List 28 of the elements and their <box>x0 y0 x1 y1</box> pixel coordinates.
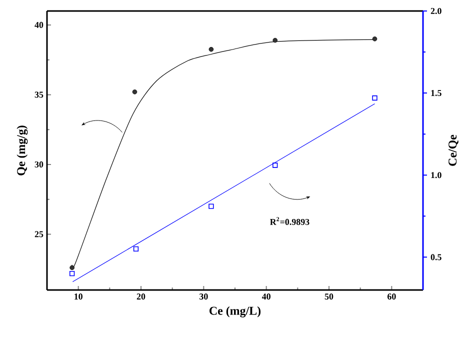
x-tick-label: 50 <box>324 294 334 300</box>
point <box>69 270 75 276</box>
x-tick-label: 60 <box>388 294 396 300</box>
point <box>372 36 378 42</box>
point <box>133 246 139 252</box>
y-tick-label: 35 <box>34 92 44 98</box>
y-axis-title: Qe (mg/g) <box>16 126 28 176</box>
y2-tick-label: 1.0 <box>431 172 442 178</box>
y-tick-label: 40 <box>34 22 44 28</box>
y2-axis-title: Ce/Qe <box>448 134 458 166</box>
point <box>132 90 138 94</box>
y2-tick-label: 2.0 <box>430 8 442 14</box>
point <box>70 265 74 270</box>
x-tick-label: 10 <box>74 294 82 300</box>
x-tick-label: 40 <box>262 294 270 300</box>
annotation: R$^{2}$=0.9893 <box>270 217 310 226</box>
y2-tick-label: 1.5 <box>431 90 442 96</box>
y2-tick-label: 0.5 <box>430 254 442 260</box>
x-axis-title: Ce (mg/L) <box>210 306 261 318</box>
x-tick-label: 30 <box>200 294 208 300</box>
point <box>272 162 278 168</box>
point <box>272 38 278 43</box>
point <box>208 204 214 209</box>
point <box>372 95 378 101</box>
y-tick-label: 30 <box>34 161 44 168</box>
x-tick-label: 20 <box>136 294 146 300</box>
y-tick-label: 25 <box>34 231 44 238</box>
point <box>208 46 214 52</box>
